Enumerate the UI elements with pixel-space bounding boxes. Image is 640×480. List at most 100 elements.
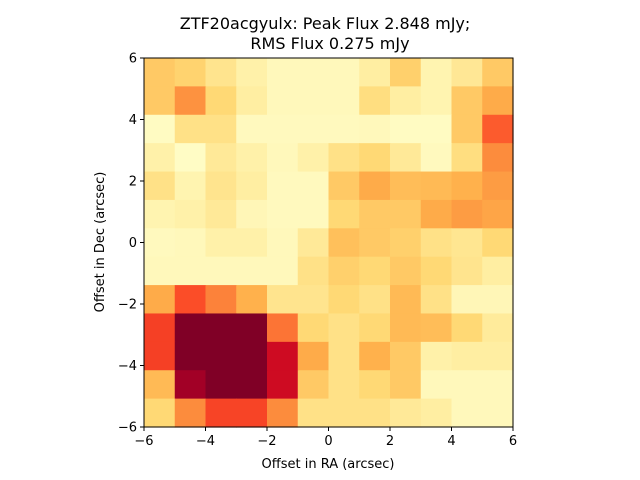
heatmap-cell (174, 256, 207, 286)
heatmap-cell (328, 86, 360, 116)
heatmap-cell (205, 313, 237, 343)
heatmap-cell (267, 228, 299, 258)
heatmap-cell (482, 58, 514, 87)
heatmap-cell (144, 171, 176, 201)
heatmap-cell (205, 398, 237, 428)
chart-title-line-1: ZTF20acgyulx: Peak Flux 2.848 mJy; (180, 14, 471, 33)
heatmap-cell (328, 114, 360, 144)
heatmap-cell (236, 256, 268, 286)
heatmap-cell (359, 228, 391, 258)
heatmap-cell (144, 86, 176, 116)
x-axis-ticks: −6 −4 −2 0 2 4 6 (134, 427, 517, 449)
heatmap-cell (267, 114, 299, 144)
heatmap-cell (451, 199, 483, 229)
heatmap-cell (420, 86, 453, 116)
heatmap-cell (482, 398, 514, 428)
heatmap-cell (328, 313, 360, 343)
heatmap-cell (297, 114, 330, 144)
heatmap-cell (328, 398, 360, 428)
x-tick-label: −2 (257, 434, 276, 449)
heatmap-cell (451, 313, 483, 343)
heatmap-cell (359, 370, 391, 400)
heatmap-cell (359, 114, 391, 144)
heatmap-cell (390, 171, 422, 201)
heatmap-cell (359, 199, 391, 229)
heatmap-cell (205, 256, 237, 286)
heatmap-cell (328, 171, 360, 201)
heatmap-cell (297, 86, 330, 116)
heatmap-cell (420, 228, 453, 258)
heatmap-cell (451, 285, 483, 315)
y-tick-label: −6 (118, 421, 137, 436)
heatmap-cell (297, 228, 330, 258)
y-axis-ticks: −6 −4 −2 0 2 4 6 (118, 52, 144, 436)
heatmap-cell (482, 228, 514, 258)
heatmap-cell (144, 199, 176, 229)
heatmap-cell (297, 143, 330, 173)
heatmap-cell (420, 199, 453, 229)
heatmap-cell (174, 199, 207, 229)
x-tick-label: 2 (386, 434, 394, 449)
heatmap-cell (451, 341, 483, 371)
x-tick-label: −4 (196, 434, 215, 449)
heatmap-cell (328, 256, 360, 286)
heatmap-cell (205, 370, 237, 400)
heatmap-cell (359, 171, 391, 201)
heatmap-cell (359, 313, 391, 343)
heatmap-cell (267, 313, 299, 343)
heatmap-cell (451, 114, 483, 144)
heatmap-cell (390, 143, 422, 173)
heatmap-cell (144, 256, 176, 286)
heatmap-cell (144, 341, 176, 371)
heatmap-cell (144, 370, 176, 400)
heatmap-cell (236, 86, 268, 116)
heatmap-cell (236, 285, 268, 315)
heatmap-cell (328, 228, 360, 258)
heatmap-cell (420, 370, 453, 400)
heatmap-cell (451, 86, 483, 116)
heatmap-cell (420, 58, 453, 87)
heatmap-cell (297, 313, 330, 343)
heatmap-cell (359, 285, 391, 315)
heatmap-cell (297, 199, 330, 229)
y-tick-label: 0 (129, 236, 137, 251)
heatmap-cell (236, 199, 268, 229)
heatmap-cell (297, 171, 330, 201)
heatmap-cell (205, 114, 237, 144)
heatmap-cell (236, 228, 268, 258)
heatmap-cell (236, 370, 268, 400)
y-tick-label: 4 (129, 113, 137, 128)
heatmap-cell (420, 171, 453, 201)
heatmap-cell (482, 143, 514, 173)
heatmap-cell (390, 86, 422, 116)
x-tick-label: 6 (509, 434, 517, 449)
heatmap-cell (236, 58, 268, 87)
heatmap-cell (420, 341, 453, 371)
x-tick-label: 0 (324, 434, 332, 449)
heatmap-cell (174, 58, 207, 87)
heatmap-cell (267, 256, 299, 286)
heatmap-cell (236, 313, 268, 343)
y-axis-label: Offset in Dec (arcsec) (93, 172, 108, 313)
heatmap-cell (451, 143, 483, 173)
heatmap-cell (390, 58, 422, 87)
x-tick-label: 4 (447, 434, 455, 449)
heatmap-cell (328, 341, 360, 371)
heatmap-cell (174, 398, 207, 428)
heatmap-cell (390, 341, 422, 371)
heatmap-cell (144, 285, 176, 315)
heatmap-cell (205, 58, 237, 87)
heatmap-cell (297, 285, 330, 315)
y-tick-label: −4 (118, 359, 137, 374)
heatmap-cell (482, 285, 514, 315)
heatmap-cell (144, 114, 176, 144)
heatmap-cell (359, 86, 391, 116)
heatmap-cell (267, 171, 299, 201)
heatmap-cell (482, 114, 514, 144)
heatmap-cell (205, 171, 237, 201)
heatmap-cell (359, 143, 391, 173)
heatmap-cell (420, 143, 453, 173)
x-tick-label: −6 (134, 434, 153, 449)
heatmap-cell (236, 341, 268, 371)
heatmap-cell (174, 171, 207, 201)
